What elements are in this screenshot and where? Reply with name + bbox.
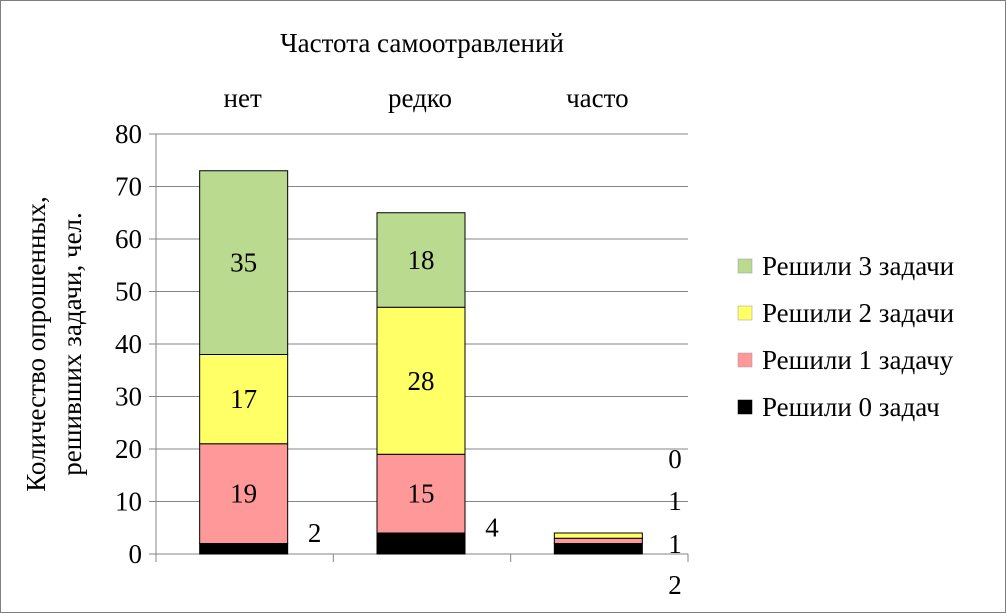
y-tick-label: 10: [115, 487, 142, 517]
y-axis-label: Количество опрошенных, решивших задачи, ч…: [21, 196, 87, 492]
data-label: 17: [230, 384, 257, 414]
y-tick-label: 70: [115, 172, 142, 202]
bar-segment: [376, 453, 466, 534]
y-tick-label: 60: [115, 224, 142, 254]
y-tick-label: 50: [115, 277, 142, 307]
bar-segment: [553, 537, 643, 544]
data-label: 19: [230, 479, 257, 509]
bar-segment: [199, 543, 289, 555]
category-label: часто: [566, 83, 629, 113]
legend-label: Решили 3 задачи: [762, 251, 954, 281]
bar-segment: [199, 170, 289, 355]
category-label: редко: [388, 83, 452, 113]
legend: Решили 3 задачи Решили 2 задачи Решили 1 з…: [737, 251, 954, 422]
legend-swatch: [737, 305, 753, 321]
data-label: 1: [668, 529, 682, 559]
y-tick-label: 40: [115, 329, 142, 359]
y-tick-label: 80: [115, 119, 142, 149]
y-axis-label-line: решивших задачи, чел.: [57, 212, 87, 476]
bar-segment: [553, 532, 643, 539]
category-label: нет: [224, 83, 262, 113]
data-label: 18: [408, 245, 435, 275]
data-label: 15: [408, 479, 435, 509]
legend-label: Решили 2 задачи: [762, 298, 954, 328]
legend-swatch: [737, 258, 753, 274]
legend-label: Решили 0 задач: [762, 392, 940, 422]
y-tick-label: 30: [115, 382, 142, 412]
data-label: 2: [668, 570, 682, 600]
data-label: 35: [230, 248, 257, 278]
data-label: 1: [668, 486, 682, 516]
bar-segment: [376, 212, 466, 308]
bar-segment: [376, 306, 466, 455]
bar-segment: [376, 532, 466, 555]
legend-swatch: [737, 352, 753, 368]
chart-title: Частота самоотравлений: [280, 28, 564, 58]
data-label: 4: [485, 513, 499, 543]
y-axis-label-line: Количество опрошенных,: [21, 196, 51, 492]
legend-swatch: [737, 399, 753, 415]
data-label: 2: [308, 518, 322, 548]
data-label: 0: [668, 444, 682, 474]
bar-segment: [199, 354, 289, 445]
y-tick-label: 20: [115, 434, 142, 464]
bar-segment: [199, 443, 289, 544]
bar-segment: [553, 543, 643, 555]
y-tick-label: 0: [129, 539, 143, 569]
data-label: 28: [408, 366, 435, 396]
legend-label: Решили 1 задачу: [762, 345, 954, 375]
